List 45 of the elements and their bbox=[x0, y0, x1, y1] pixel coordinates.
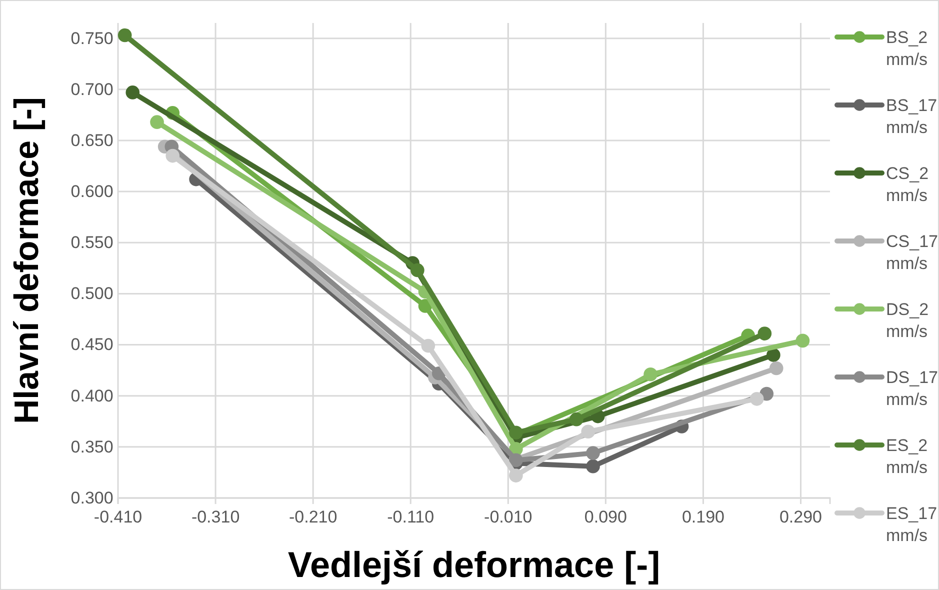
point bbox=[796, 334, 810, 348]
x-tick-label: -0.110 bbox=[387, 507, 434, 526]
x-tick-label: 0.190 bbox=[682, 507, 724, 526]
point bbox=[126, 86, 140, 100]
y-tick-label: 0.550 bbox=[70, 233, 114, 252]
point bbox=[581, 424, 596, 438]
point bbox=[769, 361, 784, 376]
point bbox=[586, 446, 600, 460]
x-tick-label: 0.290 bbox=[779, 507, 822, 526]
legend-label: ES_17 mm/s bbox=[886, 504, 938, 545]
legend-label: DS_17 mm/s bbox=[886, 368, 938, 409]
y-tick-label: 0.300 bbox=[70, 488, 114, 508]
point bbox=[421, 338, 436, 353]
x-tick-label: 0.090 bbox=[584, 507, 627, 526]
y-tick-label: 0.400 bbox=[70, 386, 114, 406]
point bbox=[509, 468, 523, 482]
y-tick-label: 0.450 bbox=[70, 335, 114, 354]
legend-label: DS_2 mm/s bbox=[886, 300, 929, 341]
x-tick-label: -0.210 bbox=[288, 507, 338, 526]
x-tick-label: -0.010 bbox=[484, 507, 532, 526]
x-axis-title: Vedlejší deformace [-] bbox=[288, 544, 660, 585]
y-axis-title: Hlavní deformace [-] bbox=[8, 97, 46, 424]
y-tick-label: 0.750 bbox=[70, 28, 114, 48]
point bbox=[758, 326, 772, 340]
y-tick-label: 0.600 bbox=[70, 182, 114, 201]
point bbox=[166, 148, 180, 163]
legend-label: BS_17 mm/s bbox=[886, 96, 938, 137]
point bbox=[766, 348, 780, 362]
y-tick-label: 0.700 bbox=[70, 80, 114, 99]
x-tick-label: -0.410 bbox=[94, 507, 142, 526]
x-tick-label: -0.310 bbox=[191, 507, 240, 526]
legend-label: ES_2 mm/s bbox=[886, 436, 928, 477]
legend-label: CS_2 mm/s bbox=[886, 164, 929, 205]
point bbox=[118, 28, 132, 42]
point bbox=[150, 115, 164, 129]
point bbox=[410, 263, 424, 278]
point bbox=[570, 412, 584, 426]
y-tick-label: 0.650 bbox=[70, 130, 114, 150]
point bbox=[586, 459, 600, 474]
legend-label: CS_17 mm/s bbox=[886, 232, 938, 273]
y-tick-label: 0.350 bbox=[70, 437, 114, 456]
y-tick-label: 0.500 bbox=[70, 284, 114, 304]
point bbox=[644, 368, 658, 382]
point bbox=[750, 392, 764, 406]
legend-label: BS_2 mm/s bbox=[886, 28, 928, 69]
